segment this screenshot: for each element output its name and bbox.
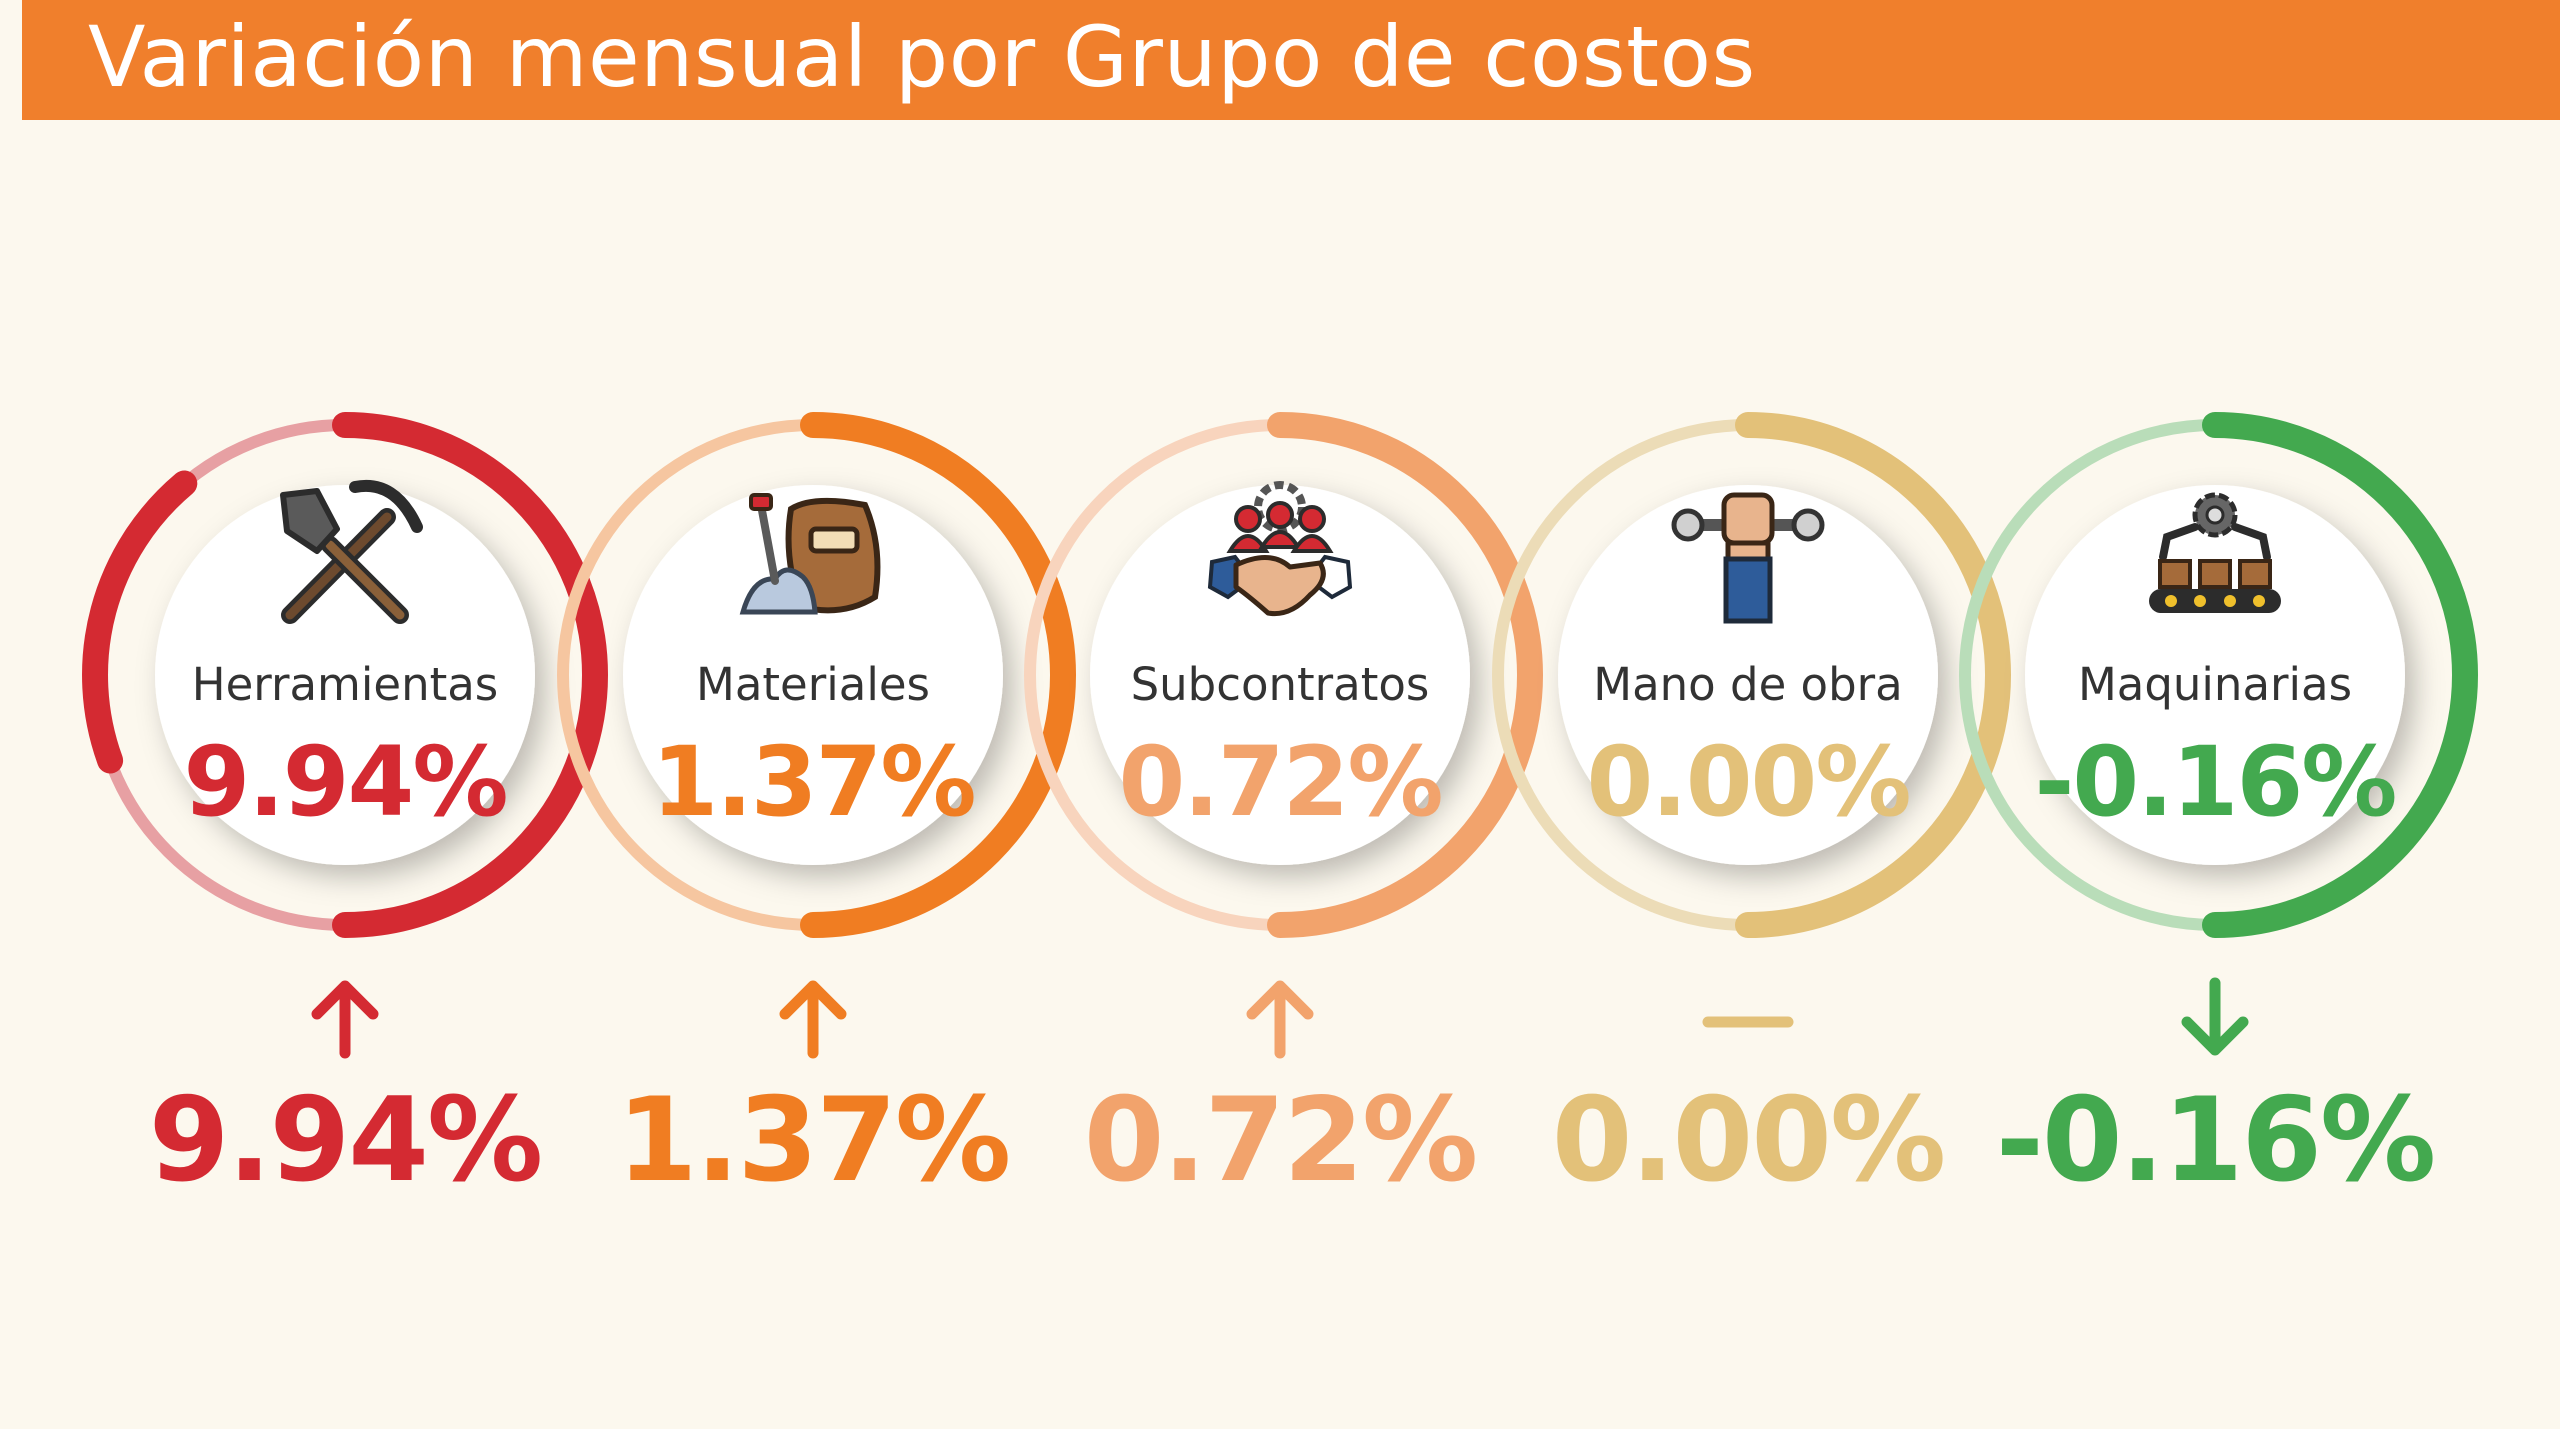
- category-label: Materiales: [696, 658, 930, 711]
- page-title: Variación mensual por Grupo de costos: [88, 8, 1756, 106]
- gauge-value-label: 0.00%: [1586, 726, 1909, 838]
- gauge-arc: [1267, 412, 1543, 938]
- trend-down-icon: [2181, 977, 2249, 1056]
- category-label: Subcontratos: [1131, 658, 1430, 711]
- value-label: -0.16%: [1996, 1073, 2435, 1208]
- category-label: Herramientas: [192, 658, 499, 711]
- trend-up-icon: [779, 980, 847, 1059]
- value-label: 1.37%: [617, 1073, 1009, 1208]
- fist-wrench-icon: [1671, 492, 1825, 624]
- gauge-arc: [82, 412, 608, 938]
- cement-bag-icon: [739, 493, 881, 615]
- gauge-arc: [2202, 412, 2478, 938]
- value-label: 0.72%: [1084, 1073, 1476, 1208]
- gauge-center: [1090, 485, 1470, 865]
- gauge-center: [2025, 485, 2405, 865]
- gauge-value-label: 9.94%: [183, 726, 506, 838]
- value-label: 0.00%: [1552, 1073, 1944, 1208]
- gauge-center: [1558, 485, 1938, 865]
- shovel-pickaxe-icon: [280, 479, 423, 624]
- trend-up-icon: [1246, 980, 1314, 1059]
- gauge-value-label: -0.16%: [2035, 726, 2396, 838]
- gauge-center: [155, 485, 535, 865]
- gauge-value-label: 0.72%: [1118, 726, 1441, 838]
- value-label: 9.94%: [149, 1073, 541, 1208]
- gauge-value-label: 1.37%: [651, 726, 974, 838]
- title-bar: Variación mensual por Grupo de costos: [22, 0, 2560, 120]
- gauge-center: [623, 485, 1003, 865]
- category-label: Mano de obra: [1593, 658, 1903, 711]
- trend-up-icon: [311, 980, 379, 1059]
- machinery-conveyor-icon: [2149, 492, 2281, 613]
- gauge-arc: [1735, 412, 2011, 938]
- handshake-team-icon: [1207, 481, 1353, 617]
- category-label: Maquinarias: [2078, 658, 2352, 711]
- gauge-arc: [800, 412, 1076, 938]
